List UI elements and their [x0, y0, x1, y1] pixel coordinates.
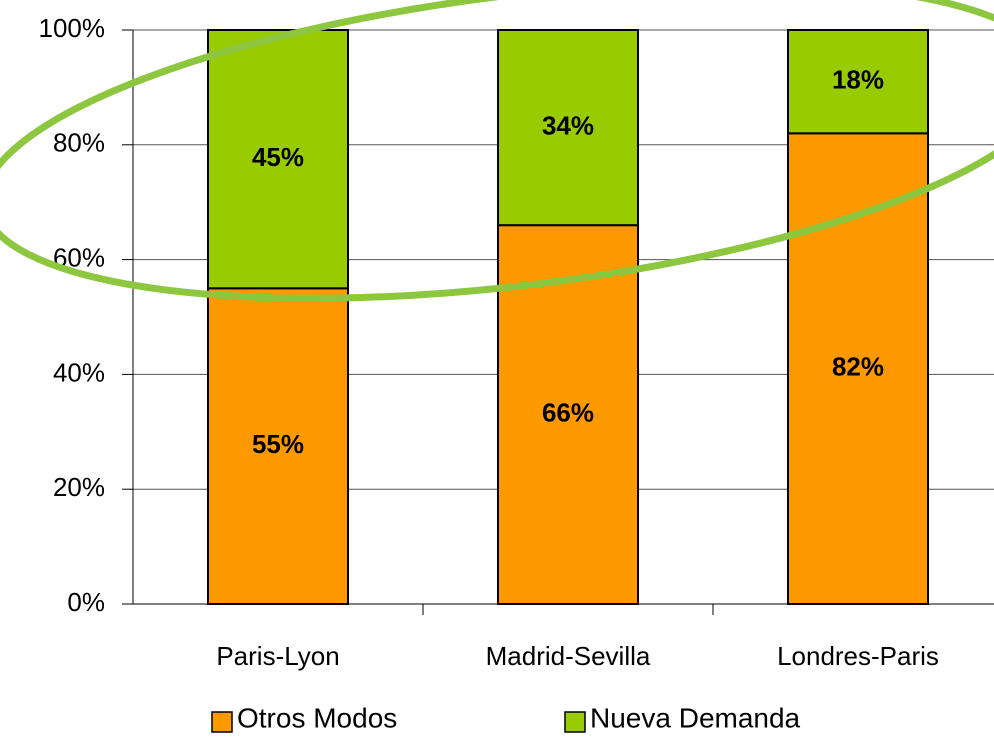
- data-label: 66%: [542, 397, 594, 427]
- y-tick-label: 20%: [53, 472, 105, 502]
- plot-area: 0%20%40%60%80%100%55%45%Paris-Lyon66%34%…: [39, 13, 994, 733]
- legend-label: Otros Modos: [237, 702, 397, 733]
- legend-swatch: [564, 711, 586, 733]
- legend-label: Nueva Demanda: [590, 702, 801, 733]
- x-tick-label: Londres-Paris: [777, 641, 939, 671]
- y-tick-label: 0%: [67, 587, 105, 617]
- data-label: 82%: [832, 352, 884, 382]
- x-tick-label: Madrid-Sevilla: [486, 641, 651, 671]
- bar-segment: [207, 29, 349, 290]
- x-tick-label: Paris-Lyon: [216, 641, 339, 671]
- legend-swatch: [211, 711, 233, 733]
- data-label: 18%: [832, 65, 884, 95]
- data-label: 34%: [542, 110, 594, 140]
- y-tick-label: 40%: [53, 357, 105, 387]
- y-tick-label: 100%: [39, 13, 106, 43]
- data-label: 55%: [252, 429, 304, 459]
- bar-segment: [497, 29, 639, 227]
- highlight-ellipse: [0, 0, 994, 302]
- data-label: 45%: [252, 142, 304, 172]
- bar-segment: [787, 29, 929, 135]
- y-tick-label: 80%: [53, 128, 105, 158]
